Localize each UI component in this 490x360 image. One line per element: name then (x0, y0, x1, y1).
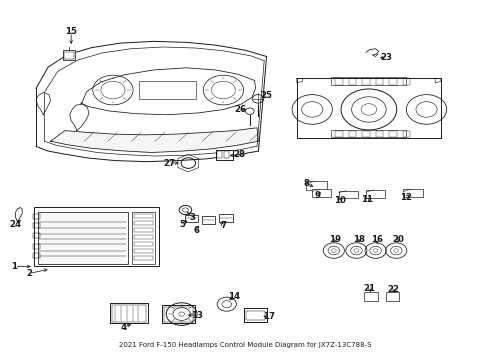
Text: 13: 13 (191, 311, 203, 320)
Text: 10: 10 (334, 196, 346, 205)
Text: 16: 16 (371, 235, 383, 244)
Bar (331, 77, 406, 85)
Bar (134, 228, 153, 232)
Bar (386, 292, 399, 301)
Polygon shape (50, 128, 258, 153)
Bar (402, 131, 410, 136)
Bar (110, 303, 148, 323)
Bar (33, 233, 40, 238)
Bar (219, 214, 233, 222)
Text: 9: 9 (314, 192, 320, 201)
Bar (164, 307, 193, 322)
Text: 27: 27 (163, 158, 175, 167)
Bar (335, 131, 343, 136)
Bar (34, 207, 159, 266)
Bar (376, 78, 383, 85)
Bar (38, 212, 128, 264)
Text: 18: 18 (353, 235, 365, 244)
Bar (134, 242, 153, 246)
Text: 12: 12 (400, 193, 412, 202)
Bar (185, 215, 198, 222)
Text: 11: 11 (362, 195, 373, 204)
Bar (112, 305, 146, 322)
Text: 21: 21 (364, 284, 376, 293)
Bar (134, 249, 153, 253)
Bar (339, 190, 358, 198)
Bar (364, 292, 378, 301)
Text: 15: 15 (65, 27, 77, 36)
Bar (33, 214, 40, 219)
Text: 1: 1 (11, 262, 18, 271)
Bar (402, 78, 410, 85)
Bar (33, 253, 40, 258)
Bar (312, 189, 331, 197)
Bar (162, 305, 195, 323)
Bar (63, 50, 75, 60)
Text: 17: 17 (263, 312, 275, 321)
Bar (134, 221, 153, 225)
Bar (202, 216, 215, 224)
Text: 8: 8 (303, 179, 310, 188)
Bar (389, 78, 397, 85)
Bar (362, 131, 370, 136)
Bar (376, 131, 383, 136)
Bar (134, 214, 153, 218)
Bar (216, 150, 233, 159)
Text: 28: 28 (233, 150, 245, 159)
Bar (246, 311, 265, 320)
Text: 22: 22 (388, 285, 400, 294)
Text: 23: 23 (381, 53, 392, 62)
Text: 7: 7 (220, 221, 226, 230)
Text: 25: 25 (261, 91, 272, 100)
Text: 14: 14 (228, 292, 241, 301)
Text: 6: 6 (193, 226, 199, 235)
Bar (33, 244, 40, 249)
Bar (403, 189, 423, 197)
Bar (331, 130, 406, 137)
Text: 5: 5 (180, 220, 186, 229)
Text: 4: 4 (121, 323, 127, 332)
Bar (33, 223, 40, 228)
Text: 2021 Ford F-150 Headlamps Control Module Diagram for JX7Z-13C788-S: 2021 Ford F-150 Headlamps Control Module… (119, 342, 371, 348)
Bar (335, 78, 343, 85)
Bar (134, 235, 153, 239)
Bar (132, 212, 155, 264)
Bar (349, 78, 356, 85)
Bar (217, 151, 222, 158)
Text: 20: 20 (392, 235, 405, 244)
Bar (306, 181, 327, 190)
Bar (244, 309, 267, 322)
Bar (139, 81, 196, 99)
Bar (224, 151, 229, 158)
Bar (349, 131, 356, 136)
Text: 3: 3 (189, 212, 195, 221)
Bar (134, 256, 153, 260)
Bar (64, 52, 74, 59)
Text: 2: 2 (26, 269, 32, 278)
Text: 24: 24 (9, 220, 22, 229)
Bar (366, 190, 385, 198)
Bar (389, 131, 397, 136)
Text: 19: 19 (329, 235, 341, 244)
Bar (297, 78, 441, 138)
Bar (362, 78, 370, 85)
Text: 26: 26 (234, 105, 246, 114)
